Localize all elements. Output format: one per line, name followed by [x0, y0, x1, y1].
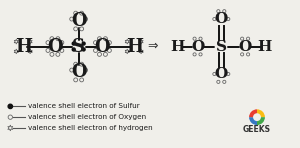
- Text: O: O: [215, 12, 228, 26]
- Circle shape: [82, 48, 85, 51]
- Text: O: O: [238, 40, 252, 54]
- Text: O: O: [71, 12, 86, 30]
- Wedge shape: [249, 109, 257, 117]
- Text: H: H: [171, 40, 185, 54]
- Text: O: O: [191, 40, 204, 54]
- Text: valence shell electron of Sulfur: valence shell electron of Sulfur: [28, 103, 140, 109]
- Wedge shape: [249, 117, 257, 125]
- Circle shape: [72, 42, 75, 45]
- Wedge shape: [257, 109, 265, 117]
- Wedge shape: [257, 117, 265, 125]
- Circle shape: [82, 42, 85, 45]
- Text: H: H: [126, 38, 142, 56]
- Text: GEEKS: GEEKS: [243, 126, 271, 134]
- Text: S: S: [216, 40, 227, 54]
- Text: valence shell electron of Oxygen: valence shell electron of Oxygen: [28, 114, 146, 120]
- Text: H: H: [258, 40, 272, 54]
- Text: O: O: [94, 38, 110, 56]
- Text: H: H: [15, 38, 32, 56]
- Text: S: S: [72, 38, 85, 56]
- Circle shape: [8, 104, 13, 108]
- Text: O: O: [47, 38, 63, 56]
- Circle shape: [72, 48, 75, 51]
- Text: O: O: [215, 67, 228, 81]
- Text: O: O: [71, 63, 86, 81]
- Text: ⇒: ⇒: [148, 40, 158, 53]
- Text: valence shell electron of hydrogen: valence shell electron of hydrogen: [28, 125, 153, 131]
